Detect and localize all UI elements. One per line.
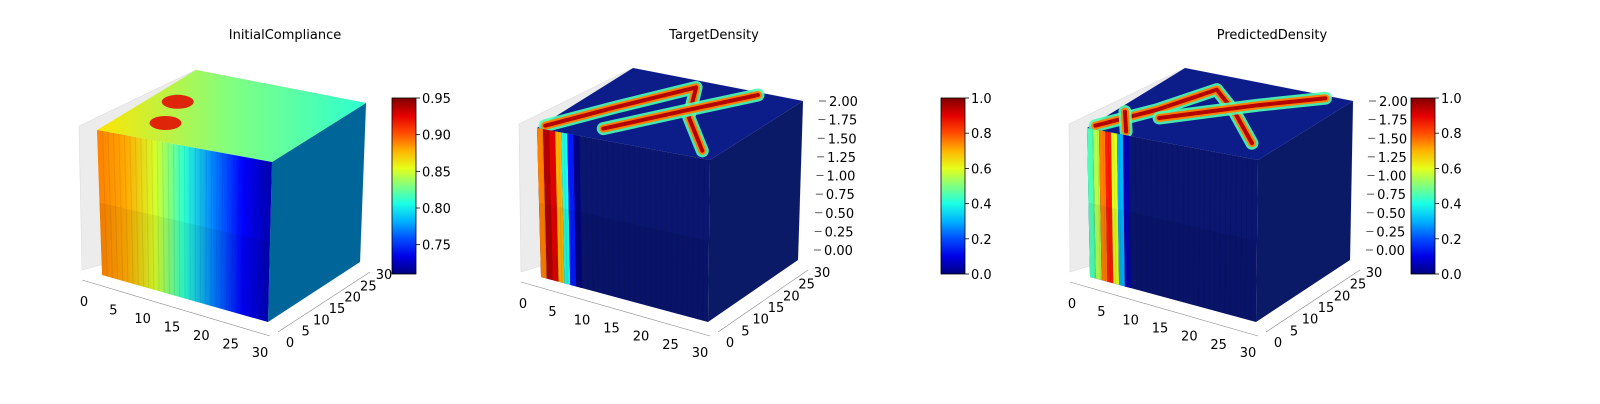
y-tick-label: 5 xyxy=(302,325,310,340)
z-tick-label: 0.50 xyxy=(825,207,854,222)
panel-2: 0510152025300510152025300.000.250.500.75… xyxy=(519,28,992,361)
y-tick-label: 30 xyxy=(814,266,831,281)
y-tick-label: 10 xyxy=(313,313,330,328)
y-tick-label: 15 xyxy=(329,302,346,317)
colorbar-tick-label: 0.0 xyxy=(1441,268,1462,283)
colorbar xyxy=(941,98,965,274)
colorbar-tick-label: 0.0 xyxy=(971,268,992,283)
z-tick-label: 0.00 xyxy=(824,244,853,259)
z-tick-label: 0.75 xyxy=(1377,188,1406,203)
z-tick-label: 1.75 xyxy=(1379,114,1408,129)
x-tick-label: 0 xyxy=(519,297,527,312)
z-tick-label: 2.00 xyxy=(829,95,858,110)
colorbar-tick-label: 0.6 xyxy=(971,162,992,177)
panel-title: InitialCompliance xyxy=(229,28,342,43)
x-tick-label: 25 xyxy=(1210,338,1227,353)
colorbar-tick-label: 0.95 xyxy=(422,92,451,107)
z-tick-label: 1.00 xyxy=(1378,170,1407,185)
colorbar-tick-label: 0.8 xyxy=(1441,127,1462,142)
colorbar-tick-label: 0.6 xyxy=(1441,162,1462,177)
panel-3: 0510152025300510152025300.000.250.500.75… xyxy=(1068,28,1462,361)
y-tick-label: 5 xyxy=(1290,324,1298,339)
x-tick-label: 30 xyxy=(1240,346,1257,361)
x-tick-label: 10 xyxy=(574,313,591,328)
z-tick-label: 1.50 xyxy=(1378,132,1407,147)
x-tick-label: 5 xyxy=(548,305,556,320)
colorbar-tick-label: 0.4 xyxy=(1441,198,1462,213)
x-tick-label: 10 xyxy=(134,312,151,327)
x-tick-label: 15 xyxy=(603,322,620,337)
colorbar-tick-label: 0.85 xyxy=(422,165,451,180)
x-tick-label: 25 xyxy=(662,338,679,353)
y-tick-label: 5 xyxy=(741,324,749,339)
y-tick-label: 0 xyxy=(1274,336,1282,351)
y-tick-label: 25 xyxy=(1350,278,1367,293)
x-tick-label: 25 xyxy=(222,338,239,353)
colorbar-tick-label: 0.8 xyxy=(971,127,992,142)
z-tick-label: 2.00 xyxy=(1379,95,1408,110)
x-tick-label: 30 xyxy=(692,346,709,361)
colorbar xyxy=(1411,98,1435,274)
z-tick-label: 1.50 xyxy=(828,132,857,147)
panel-title: PredictedDensity xyxy=(1217,28,1328,43)
y-tick-label: 15 xyxy=(1318,301,1335,316)
y-tick-label: 25 xyxy=(798,278,815,293)
z-tick-label: 0.00 xyxy=(1376,244,1405,259)
y-tick-label: 15 xyxy=(768,301,785,316)
x-tick-label: 0 xyxy=(1068,297,1076,312)
x-tick-label: 20 xyxy=(633,330,650,345)
colorbar xyxy=(392,98,416,274)
y-tick-label: 0 xyxy=(286,336,294,351)
x-tick-label: 30 xyxy=(252,346,269,361)
y-tick-label: 20 xyxy=(783,289,800,304)
colorbar-tick-label: 1.0 xyxy=(971,92,992,107)
x-tick-label: 5 xyxy=(1097,305,1105,320)
y-tick-label: 10 xyxy=(1302,313,1319,328)
colorbar-tick-label: 0.80 xyxy=(422,202,451,217)
y-tick-label: 0 xyxy=(726,336,734,351)
colorbar-tick-label: 0.4 xyxy=(971,198,992,213)
colorbar-tick-label: 0.2 xyxy=(1441,233,1462,248)
x-tick-label: 0 xyxy=(80,295,88,310)
z-tick-label: 0.25 xyxy=(825,225,854,240)
z-tick-label: 1.00 xyxy=(827,170,856,185)
y-tick-label: 30 xyxy=(1366,266,1383,281)
y-tick-label: 25 xyxy=(360,279,377,294)
y-tick-label: 20 xyxy=(344,291,361,306)
y-tick-label: 10 xyxy=(752,313,769,328)
z-tick-label: 0.75 xyxy=(826,188,855,203)
z-tick-label: 0.50 xyxy=(1377,207,1406,222)
z-tick-label: 0.25 xyxy=(1376,225,1405,240)
panel-1: 051015202530051015202530InitialComplianc… xyxy=(79,28,451,361)
density-ridge-core xyxy=(1125,112,1126,132)
x-tick-label: 10 xyxy=(1122,313,1139,328)
x-tick-label: 20 xyxy=(193,329,210,344)
z-tick-label: 1.25 xyxy=(827,151,856,166)
hotspot xyxy=(162,95,194,109)
colorbar-tick-label: 0.2 xyxy=(971,233,992,248)
x-tick-label: 20 xyxy=(1181,330,1198,345)
y-tick-label: 20 xyxy=(1334,289,1351,304)
panel-title: TargetDensity xyxy=(668,28,759,43)
x-tick-label: 15 xyxy=(1152,322,1169,337)
colorbar-tick-label: 0.75 xyxy=(422,239,451,254)
colorbar-tick-label: 1.0 xyxy=(1441,92,1462,107)
z-tick-label: 1.25 xyxy=(1378,151,1407,166)
hotspot xyxy=(150,116,182,130)
y-tick-label: 30 xyxy=(376,268,393,283)
x-tick-label: 15 xyxy=(164,321,181,336)
z-tick-label: 1.75 xyxy=(828,114,857,129)
x-tick-label: 5 xyxy=(109,304,117,319)
colorbar-tick-label: 0.90 xyxy=(422,129,451,144)
